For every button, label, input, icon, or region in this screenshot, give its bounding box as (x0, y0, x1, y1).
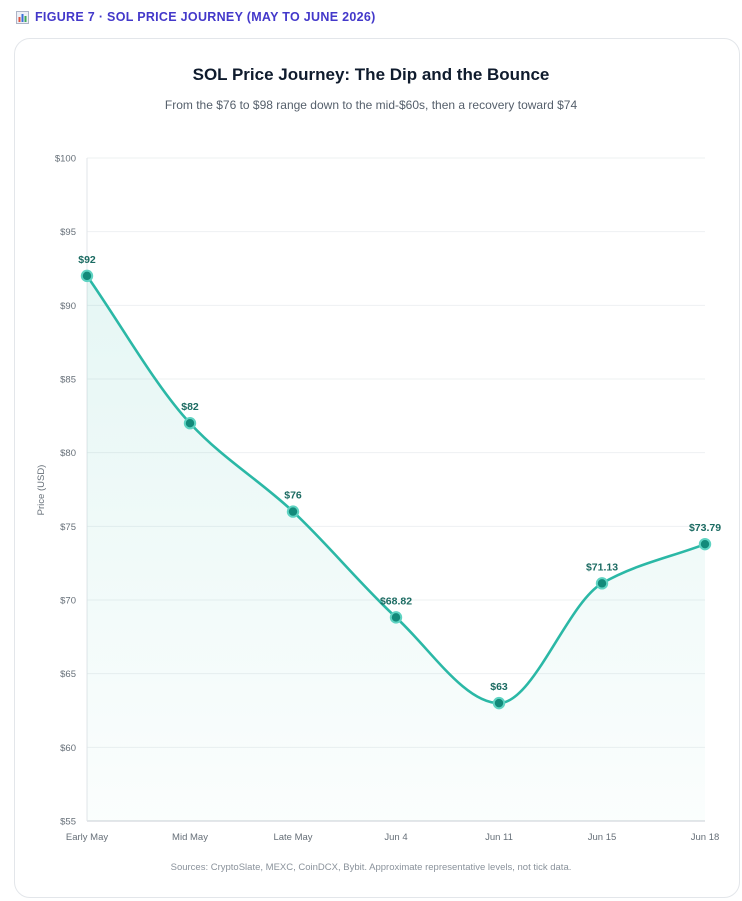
data-labels: $92 $82 $76 $68.82 $63 $71.13 $73.79 (78, 254, 721, 693)
data-point (286, 505, 300, 518)
y-tick-label: $95 (60, 227, 76, 238)
y-tick-label: $70 (60, 596, 76, 607)
y-tick-label: $85 (60, 375, 76, 386)
data-points (80, 269, 712, 710)
data-point (492, 696, 506, 710)
y-axis-label: Price (USD) (36, 465, 47, 516)
x-tick-label: Early May (66, 832, 108, 843)
y-tick-label: $80 (60, 448, 76, 459)
bar-chart-icon (16, 10, 29, 24)
x-tick-label: Mid May (172, 832, 208, 843)
figure-label-text: FIGURE 7 · SOL PRICE JOURNEY (MAY TO JUN… (35, 10, 376, 24)
data-label: $92 (78, 254, 96, 266)
chart-title: SOL Price Journey: The Dip and the Bounc… (192, 65, 550, 84)
y-tick-label: $60 (60, 743, 76, 754)
data-label: $73.79 (689, 522, 721, 534)
data-point (183, 417, 197, 430)
x-tick-label: Jun 4 (384, 832, 407, 843)
y-tick-label: $100 (55, 154, 76, 165)
x-tick-label: Jun 15 (588, 832, 617, 843)
x-tick-label: Jun 18 (691, 832, 720, 843)
chart-subtitle: From the $76 to $98 range down to the mi… (164, 98, 578, 112)
data-label: $82 (181, 401, 199, 413)
data-point (698, 537, 712, 551)
x-tick-label: Jun 11 (485, 832, 513, 843)
data-label: $76 (284, 490, 302, 502)
x-tick-label: Late May (273, 832, 312, 843)
y-axis-ticks: $55 $60 $65 $70 $75 $80 $85 $90 $95 $100 (55, 154, 76, 828)
y-tick-label: $75 (60, 522, 76, 533)
data-point (389, 611, 403, 624)
figure-label: FIGURE 7 · SOL PRICE JOURNEY (MAY TO JUN… (16, 10, 376, 24)
data-label: $71.13 (586, 561, 618, 573)
x-axis-ticks: Early May Mid May Late May Jun 4 Jun 11 Jun 1… (66, 832, 719, 843)
data-point (595, 577, 609, 590)
data-label: $63 (490, 681, 508, 693)
sources-note: Sources: CryptoSlate, MEXC, CoinDCX, Byb… (170, 862, 572, 873)
y-tick-label: $55 (60, 817, 76, 828)
area-fill (87, 275, 705, 821)
data-point (80, 269, 94, 283)
data-label: $68.82 (380, 595, 412, 607)
y-tick-label: $90 (60, 301, 76, 312)
y-tick-label: $65 (60, 669, 76, 680)
